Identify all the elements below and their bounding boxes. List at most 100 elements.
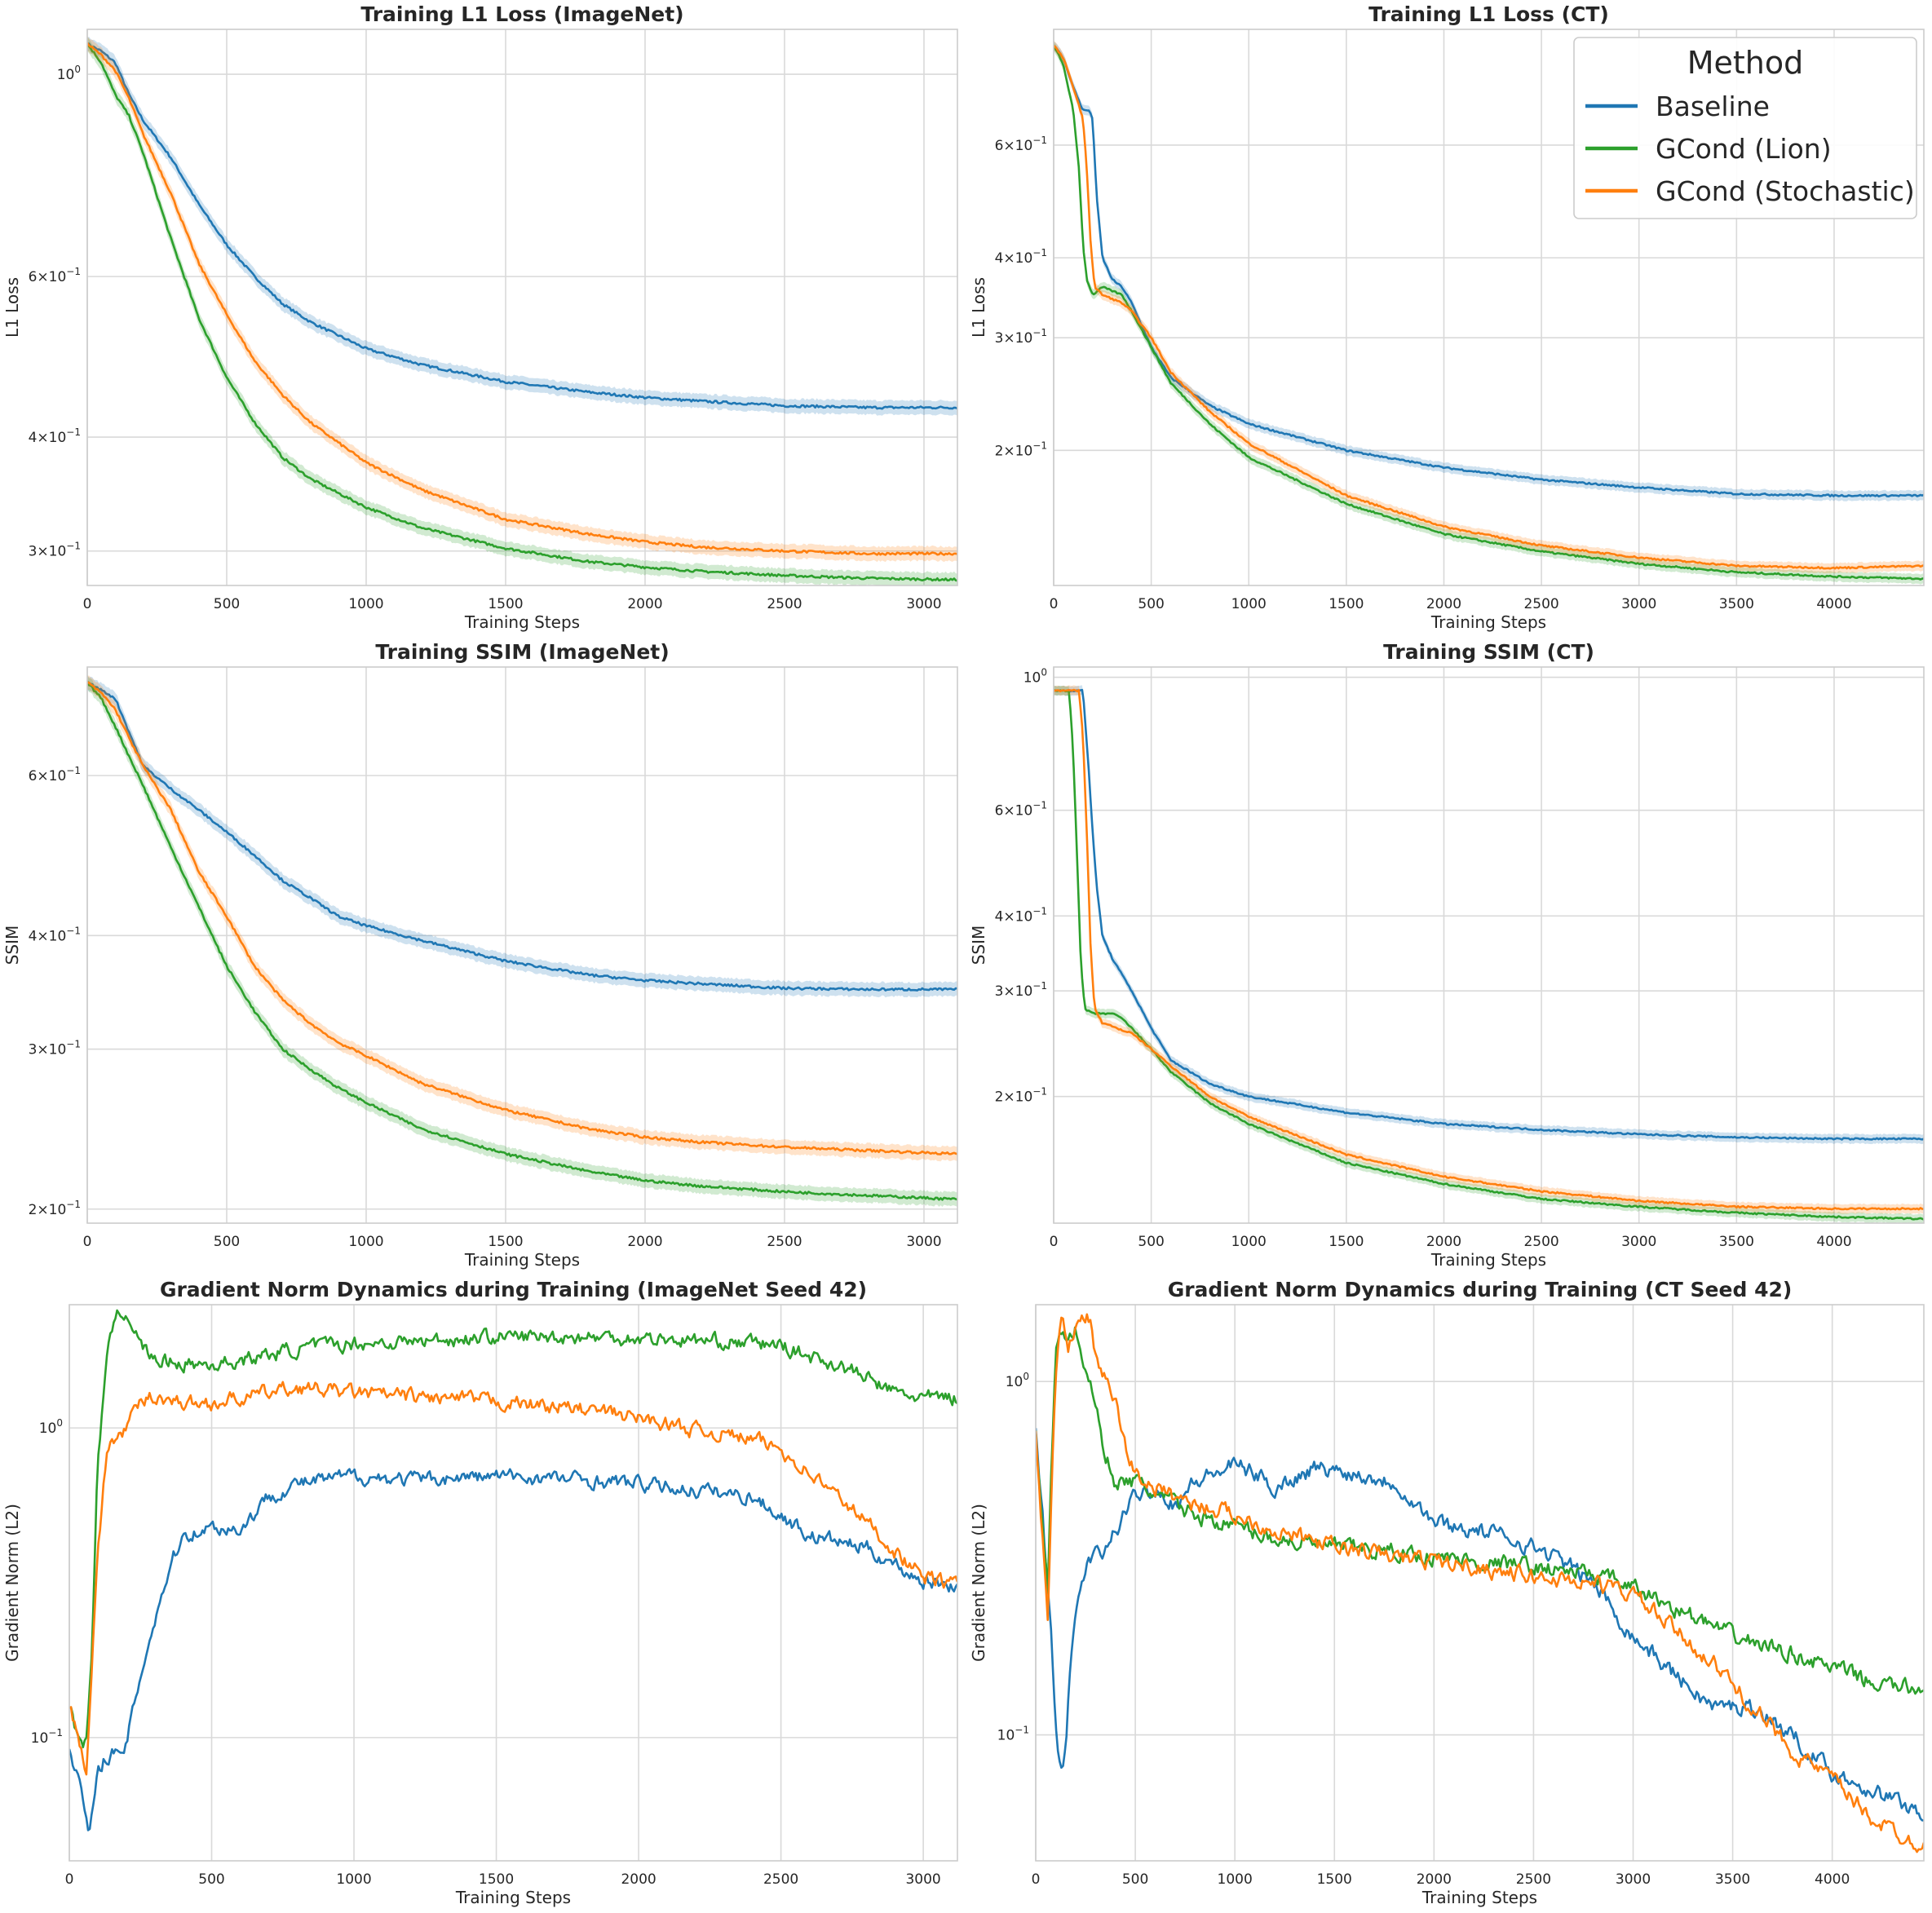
x-axis-label: Training Steps — [464, 612, 580, 632]
x-tick-label: 4000 — [1816, 1234, 1851, 1250]
x-tick-label: 3000 — [1621, 596, 1656, 612]
chart-title: Gradient Norm Dynamics during Training (… — [160, 1278, 867, 1301]
series-line-gcond-stochastic — [1054, 44, 1924, 570]
x-tick-label: 3000 — [906, 596, 941, 612]
x-tick-label: 3500 — [1719, 596, 1754, 612]
x-tick-label: 2500 — [767, 1234, 802, 1250]
series-group — [1054, 685, 1924, 1223]
series-line-gcond-stochastic — [87, 681, 957, 1155]
chart-ssim-imagenet: 0 500 1000 1500 2000 2500 3000 6×10−1 4×10−1 3×10… — [2, 640, 958, 1270]
series-group — [87, 36, 957, 585]
series-line-baseline — [87, 681, 957, 992]
y-axis-label: SSIM — [2, 926, 22, 965]
y-tick-label: 6×10−1 — [995, 800, 1047, 820]
band-baseline — [87, 36, 957, 416]
chart-title: Gradient Norm Dynamics during Training (… — [1168, 1278, 1793, 1301]
y-tick-label: 6×10−1 — [995, 135, 1047, 154]
series-group — [69, 1309, 957, 1831]
x-tick-label: 2000 — [1426, 596, 1461, 612]
x-tick-label: 4000 — [1815, 1871, 1850, 1888]
x-tick-label: 1000 — [1231, 596, 1267, 612]
band-gcond-lion — [87, 674, 957, 1207]
series-line-gcond-lion — [1036, 1326, 1924, 1695]
chart-title: Training L1 Loss (ImageNet) — [360, 2, 683, 26]
legend-entry-gcond-lion: GCond (Lion) — [1656, 133, 1832, 165]
chart-title: Training SSIM (CT) — [1383, 640, 1594, 664]
x-tick-label: 4000 — [1816, 596, 1851, 612]
legend: Method Baseline GCond (Lion) GCond (Stochas… — [1573, 37, 1917, 219]
y-tick-label: 3×10−1 — [995, 980, 1047, 1000]
x-tick-label: 500 — [1122, 1871, 1148, 1888]
x-tick-label: 3000 — [1621, 1234, 1656, 1250]
series-group — [1054, 40, 1924, 585]
y-tick-label: 4×10−1 — [29, 925, 81, 944]
x-tick-label: 1500 — [488, 1234, 523, 1250]
x-tick-label: 1500 — [488, 596, 523, 612]
series-line-gcond-lion — [69, 1309, 957, 1748]
y-tick-label: 4×10−1 — [995, 905, 1047, 925]
legend-entry-baseline: Baseline — [1656, 91, 1770, 122]
y-tick-label: 100 — [1006, 1371, 1029, 1390]
x-tick-label: 500 — [198, 1871, 224, 1888]
series-line-baseline — [87, 42, 957, 410]
y-tick-label: 100 — [57, 64, 81, 83]
x-tick-label: 0 — [83, 596, 92, 612]
x-tick-label: 2500 — [1523, 596, 1558, 612]
series-line-gcond-stochastic — [87, 42, 957, 556]
x-tick-label: 3000 — [905, 1871, 940, 1888]
x-tick-label: 2000 — [627, 1234, 662, 1250]
x-tick-label: 1500 — [1329, 596, 1364, 612]
y-tick-label: 2×10−1 — [995, 440, 1047, 459]
x-tick-label: 3500 — [1715, 1871, 1750, 1888]
x-tick-label: 2500 — [1523, 1234, 1558, 1250]
y-axis-label: L1 Loss — [969, 277, 988, 338]
x-tick-label: 2500 — [1516, 1871, 1551, 1888]
plot-frame — [86, 29, 958, 586]
y-tick-label: 2×10−1 — [29, 1199, 81, 1218]
plot-frame — [1035, 1304, 1925, 1862]
series-group — [87, 674, 957, 1207]
x-tick-label: 1000 — [348, 1234, 383, 1250]
x-tick-label: 2500 — [763, 1871, 798, 1888]
x-tick-label: 0 — [1050, 596, 1059, 612]
series-line-baseline — [69, 1468, 957, 1831]
y-tick-label: 6×10−1 — [29, 765, 81, 784]
band-gcond-lion — [1054, 685, 1924, 1223]
y-tick-label: 4×10−1 — [995, 247, 1047, 267]
chart-title: Training SSIM (ImageNet) — [375, 640, 669, 664]
x-tick-label: 0 — [1032, 1871, 1041, 1888]
series-line-gcond-lion — [1054, 688, 1924, 1221]
series-line-gcond-lion — [1054, 44, 1924, 581]
band-gcond-stochastic — [87, 675, 957, 1162]
y-tick-label: 2×10−1 — [995, 1086, 1047, 1106]
series-group — [1036, 1313, 1924, 1853]
band-gcond-lion — [87, 36, 957, 585]
series-line-gcond-stochastic — [69, 1381, 957, 1776]
plot-frame — [1053, 29, 1925, 586]
x-tick-label: 0 — [1050, 1234, 1059, 1250]
y-tick-label: 3×10−1 — [995, 327, 1047, 347]
x-tick-label: 500 — [214, 1234, 240, 1250]
series-line-baseline — [1054, 688, 1924, 1141]
x-tick-label: 0 — [83, 1234, 92, 1250]
x-tick-label: 2000 — [627, 596, 662, 612]
y-tick-label: 10−1 — [997, 1725, 1029, 1744]
x-tick-label: 1000 — [1218, 1871, 1253, 1888]
y-axis-label: L1 Loss — [2, 277, 22, 338]
plot-frame — [69, 1304, 958, 1862]
x-tick-label: 2500 — [767, 596, 802, 612]
series-line-gcond-lion — [87, 42, 957, 582]
x-tick-label: 500 — [1138, 596, 1164, 612]
y-axis-label: Gradient Norm (L2) — [2, 1504, 22, 1662]
y-tick-label: 4×10−1 — [29, 426, 81, 446]
y-tick-label: 3×10−1 — [29, 1039, 81, 1058]
y-axis-label: Gradient Norm (L2) — [969, 1504, 988, 1662]
x-tick-label: 2000 — [1417, 1871, 1452, 1888]
x-axis-label: Training Steps — [455, 1888, 571, 1907]
series-line-gcond-stochastic — [1036, 1313, 1924, 1853]
series-line-gcond-lion — [87, 680, 957, 1201]
x-tick-label: 3000 — [906, 1234, 941, 1250]
chart-l1-ct: 0 500 1000 1500 2000 2500 3000 3500 4000 6×10−1 4×… — [969, 2, 1925, 632]
y-tick-label: 3×10−1 — [29, 541, 81, 560]
x-tick-label: 0 — [65, 1871, 74, 1888]
